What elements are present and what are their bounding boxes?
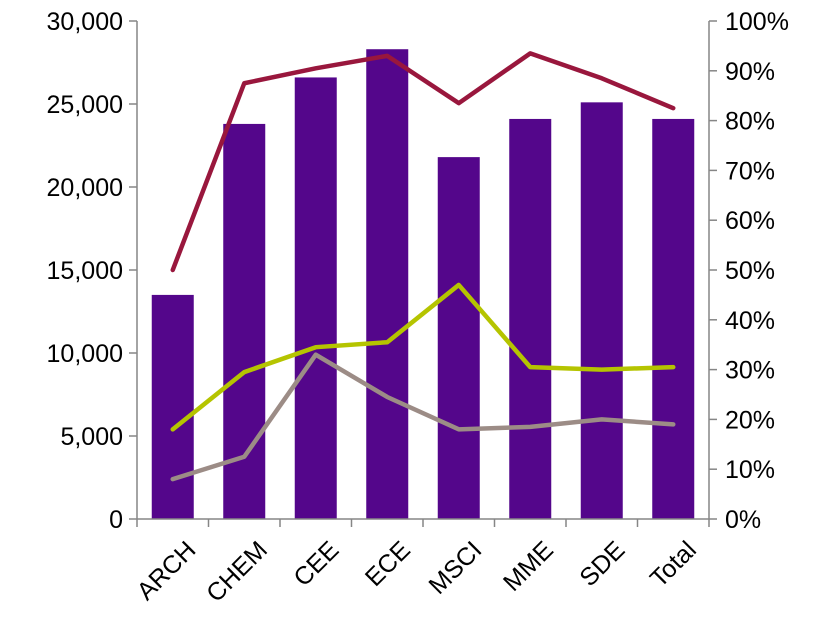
right-tick-label: 10%: [725, 456, 775, 484]
line-series-group: [170, 51, 676, 482]
category-label-chem: CHEM: [201, 536, 273, 608]
category-label-ece: ECE: [360, 536, 416, 592]
bar-series: [151, 49, 695, 520]
bar-msci: [437, 157, 480, 519]
category-label-sde: SDE: [574, 536, 630, 592]
right-tick-label: 60%: [725, 207, 775, 235]
category-label-msci: MSCI: [423, 536, 487, 600]
left-tick-label: 5,000: [60, 423, 123, 451]
left-tick-label: 10,000: [47, 340, 123, 368]
bar-total: [652, 118, 695, 519]
bar-ece: [366, 49, 409, 519]
category-label-total: Total: [645, 536, 702, 593]
left-tick-label: 20,000: [47, 174, 123, 202]
left-tick-label: 0: [109, 506, 123, 534]
left-axis-ticks: 0 5,000 10,000 15,000 20,000 25,000 30,000: [47, 8, 137, 534]
left-tick-label: 15,000: [47, 257, 123, 285]
axes: [136, 21, 710, 520]
bar-cee: [294, 77, 337, 519]
line-series-2: [170, 282, 676, 432]
right-tick-label: 0%: [725, 506, 761, 534]
right-tick-label: 20%: [725, 406, 775, 434]
bar-arch: [151, 294, 194, 519]
right-tick-label: 30%: [725, 357, 775, 385]
right-tick-label: 100%: [725, 8, 789, 36]
bar-mme: [509, 118, 552, 519]
line-series-1: [170, 51, 676, 273]
right-axis-ticks: 0% 10% 20% 30% 40% 50% 60% 70% 80% 90% 100%: [709, 8, 789, 534]
line-series-3: [170, 352, 676, 482]
category-label-cee: CEE: [288, 536, 344, 592]
right-tick-label: 50%: [725, 257, 775, 285]
category-label-mme: MME: [498, 536, 559, 597]
right-tick-label: 90%: [725, 58, 775, 86]
right-tick-label: 40%: [725, 307, 775, 335]
category-label-arch: ARCH: [132, 536, 202, 606]
x-axis-ticks: ARCH CHEM CEE ECE MSCI MME SDE Total: [132, 519, 710, 608]
right-tick-label: 80%: [725, 108, 775, 136]
left-tick-label: 25,000: [47, 91, 123, 119]
bar-sde: [580, 102, 623, 519]
left-tick-label: 30,000: [47, 8, 123, 36]
right-tick-label: 70%: [725, 157, 775, 185]
